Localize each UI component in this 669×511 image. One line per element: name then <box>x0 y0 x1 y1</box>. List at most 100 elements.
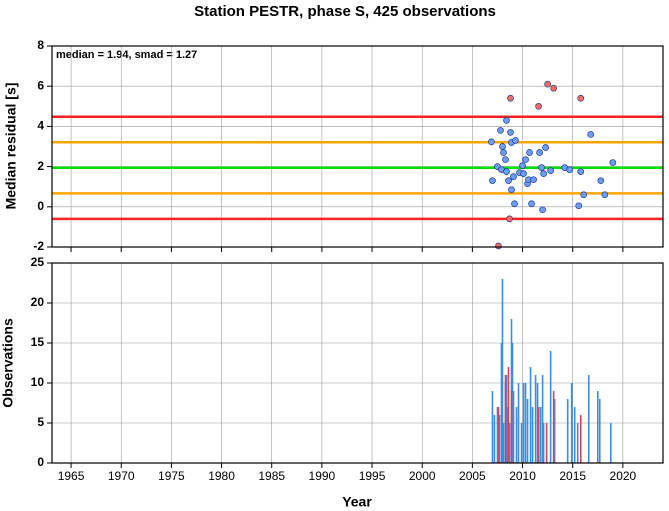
point <box>500 149 507 156</box>
point <box>506 215 513 223</box>
y-tick-label: 5 <box>37 415 44 429</box>
bar <box>517 383 520 463</box>
bar <box>579 415 582 463</box>
point <box>519 162 526 169</box>
point <box>575 202 583 210</box>
plot-frame <box>51 262 664 464</box>
point <box>577 94 585 102</box>
bar <box>537 407 540 463</box>
point <box>566 166 574 173</box>
y-tick-label: 4 <box>37 119 44 133</box>
point <box>510 173 517 180</box>
point <box>542 144 549 151</box>
point <box>536 149 543 156</box>
point <box>526 149 533 156</box>
point <box>597 177 605 185</box>
point <box>528 200 535 208</box>
bar <box>505 375 508 463</box>
bar <box>497 407 500 463</box>
x-tick-label: 2000 <box>409 469 436 483</box>
point <box>587 131 595 138</box>
bar <box>500 343 503 463</box>
bar <box>522 383 525 463</box>
bar <box>529 367 532 463</box>
bar <box>570 383 573 463</box>
x-tick-label: 2010 <box>509 469 536 483</box>
x-tick-label: 2020 <box>610 469 637 483</box>
point <box>601 191 609 199</box>
x-tick-label: 2015 <box>559 469 586 483</box>
point <box>520 170 527 177</box>
point <box>538 164 545 171</box>
point <box>547 167 554 174</box>
x-tick-label: 1990 <box>309 469 336 483</box>
bar <box>539 407 542 463</box>
y-axis-label: Observations <box>0 318 16 408</box>
point <box>507 94 514 102</box>
x-tick-label: 1980 <box>208 469 235 483</box>
point <box>522 156 529 163</box>
bar <box>587 375 590 463</box>
point <box>511 200 518 208</box>
bar <box>502 423 505 463</box>
point <box>503 168 510 175</box>
bar <box>508 423 511 463</box>
point <box>503 117 510 124</box>
bar <box>493 415 496 463</box>
bar <box>507 367 510 463</box>
annotation: median = 1.94, smad = 1.27 <box>56 49 197 61</box>
point <box>535 102 542 110</box>
point <box>544 80 551 88</box>
bar <box>549 351 552 463</box>
bar <box>536 383 539 463</box>
plot-frame <box>51 45 664 248</box>
bar <box>511 343 514 463</box>
point <box>489 177 496 185</box>
y-axis-label: Median residual [s] <box>3 83 19 210</box>
point <box>502 156 509 163</box>
point <box>540 170 547 177</box>
point <box>505 177 512 185</box>
point <box>495 242 502 250</box>
bar <box>531 407 534 463</box>
point <box>609 159 617 166</box>
bar <box>515 407 518 463</box>
bar <box>534 375 537 463</box>
x-tick-label: 1970 <box>108 469 135 483</box>
y-tick-label: -2 <box>33 239 44 253</box>
bar <box>545 423 548 463</box>
bar <box>598 399 601 463</box>
bar <box>566 399 569 463</box>
x-tick-label: 2005 <box>459 469 486 483</box>
point <box>499 143 506 150</box>
bar <box>596 391 599 463</box>
point <box>497 127 504 134</box>
x-tick-label: 1965 <box>58 469 85 483</box>
point <box>550 84 557 92</box>
bar <box>520 423 523 463</box>
y-tick-label: 0 <box>37 199 44 213</box>
bar <box>510 391 513 463</box>
bar <box>576 423 579 463</box>
bar <box>496 407 499 463</box>
bar <box>506 407 509 463</box>
y-tick-label: 0 <box>37 455 44 469</box>
bar <box>526 399 529 463</box>
bar <box>491 391 494 463</box>
point <box>488 138 495 146</box>
point <box>539 206 546 214</box>
point <box>507 129 514 136</box>
y-tick-label: 25 <box>31 255 45 269</box>
y-tick-label: 20 <box>31 295 45 309</box>
bar <box>524 383 527 463</box>
bar <box>541 375 544 463</box>
bar <box>610 423 612 463</box>
bar <box>573 407 576 463</box>
point <box>530 176 537 184</box>
bar <box>501 279 504 463</box>
point <box>508 186 515 194</box>
bar <box>498 415 501 463</box>
bar <box>504 375 507 463</box>
point <box>577 168 585 175</box>
